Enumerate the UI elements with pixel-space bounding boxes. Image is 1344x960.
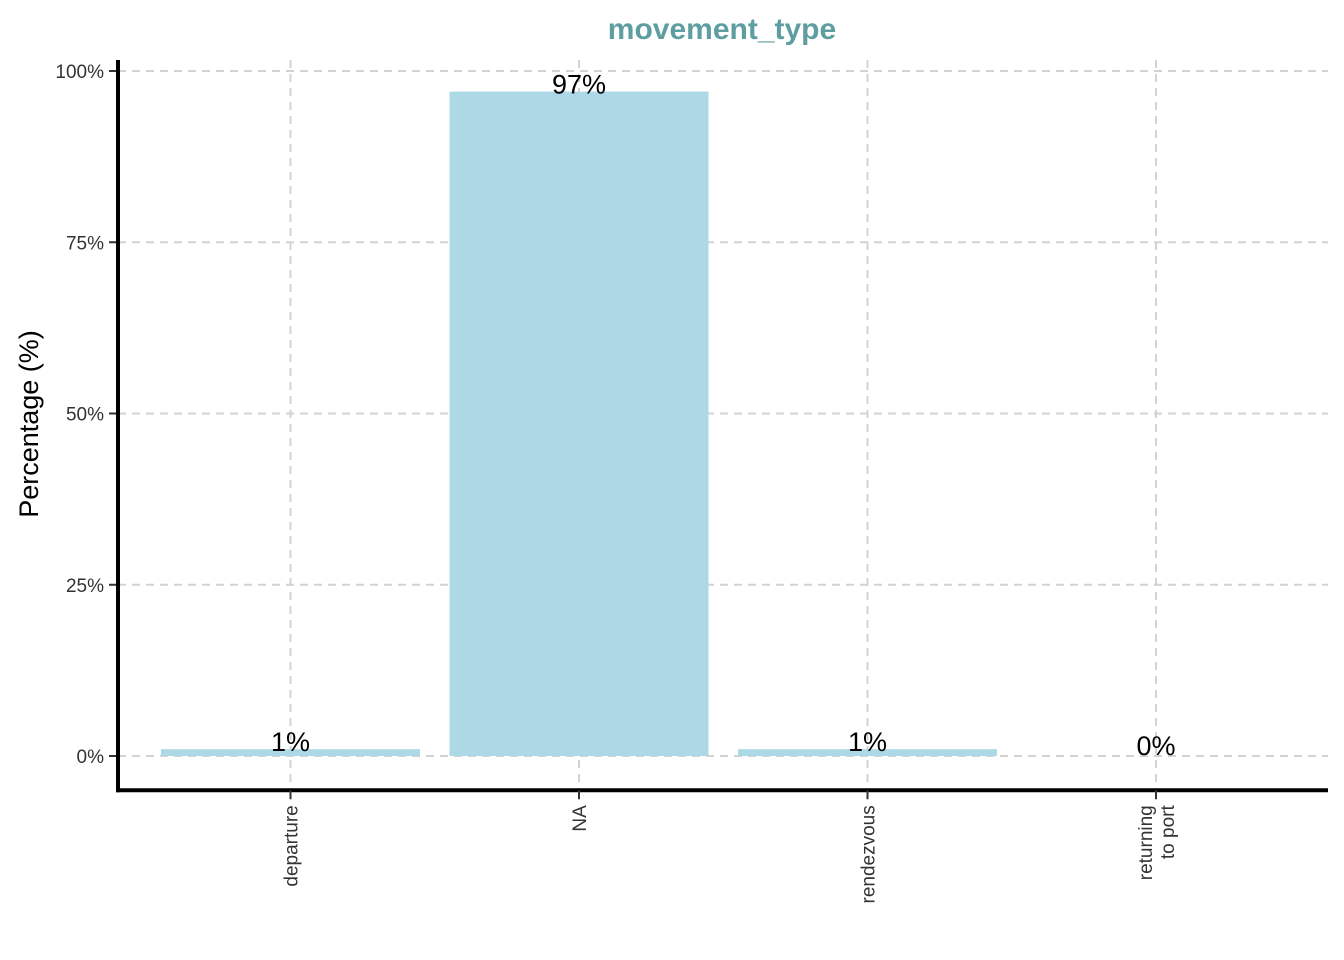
data-label: 1% xyxy=(848,727,887,757)
y-tick-label: 100% xyxy=(55,62,104,83)
bar xyxy=(449,91,709,757)
axes xyxy=(109,60,1328,800)
x-tick-labels: departure NA rendezvous returningto port xyxy=(282,805,1180,904)
y-tick-label: 0% xyxy=(77,747,105,768)
y-tick-label: 25% xyxy=(66,576,104,597)
y-tick-label: 50% xyxy=(66,405,104,426)
data-label: 1% xyxy=(271,727,310,757)
bar xyxy=(161,749,420,756)
x-tick-label: departure xyxy=(282,805,303,886)
x-tick-label-line: departure xyxy=(282,805,303,886)
x-tick-label-line: rendezvous xyxy=(859,805,880,903)
y-tick-label: 75% xyxy=(66,233,104,254)
bars xyxy=(161,91,997,757)
data-label: 97% xyxy=(552,70,606,100)
x-tick-label-line: NA xyxy=(570,805,591,832)
y-tick-labels: 0% 25% 50% 75% 100% xyxy=(55,62,104,768)
x-tick-label: NA xyxy=(570,805,591,832)
data-label: 0% xyxy=(1136,731,1175,761)
x-tick-label: rendezvous xyxy=(859,805,880,903)
y-axis-label: Percentage (%) xyxy=(14,330,44,518)
bar xyxy=(738,749,997,756)
gridlines xyxy=(118,60,1328,791)
chart-title: movement_type xyxy=(608,13,836,46)
x-tick-label-line: to port xyxy=(1158,805,1179,860)
data-labels: 1% 97% 1% 0% xyxy=(271,70,1176,761)
x-tick-label: returningto port xyxy=(1136,805,1179,881)
x-tick-label-line: returning xyxy=(1136,805,1157,880)
